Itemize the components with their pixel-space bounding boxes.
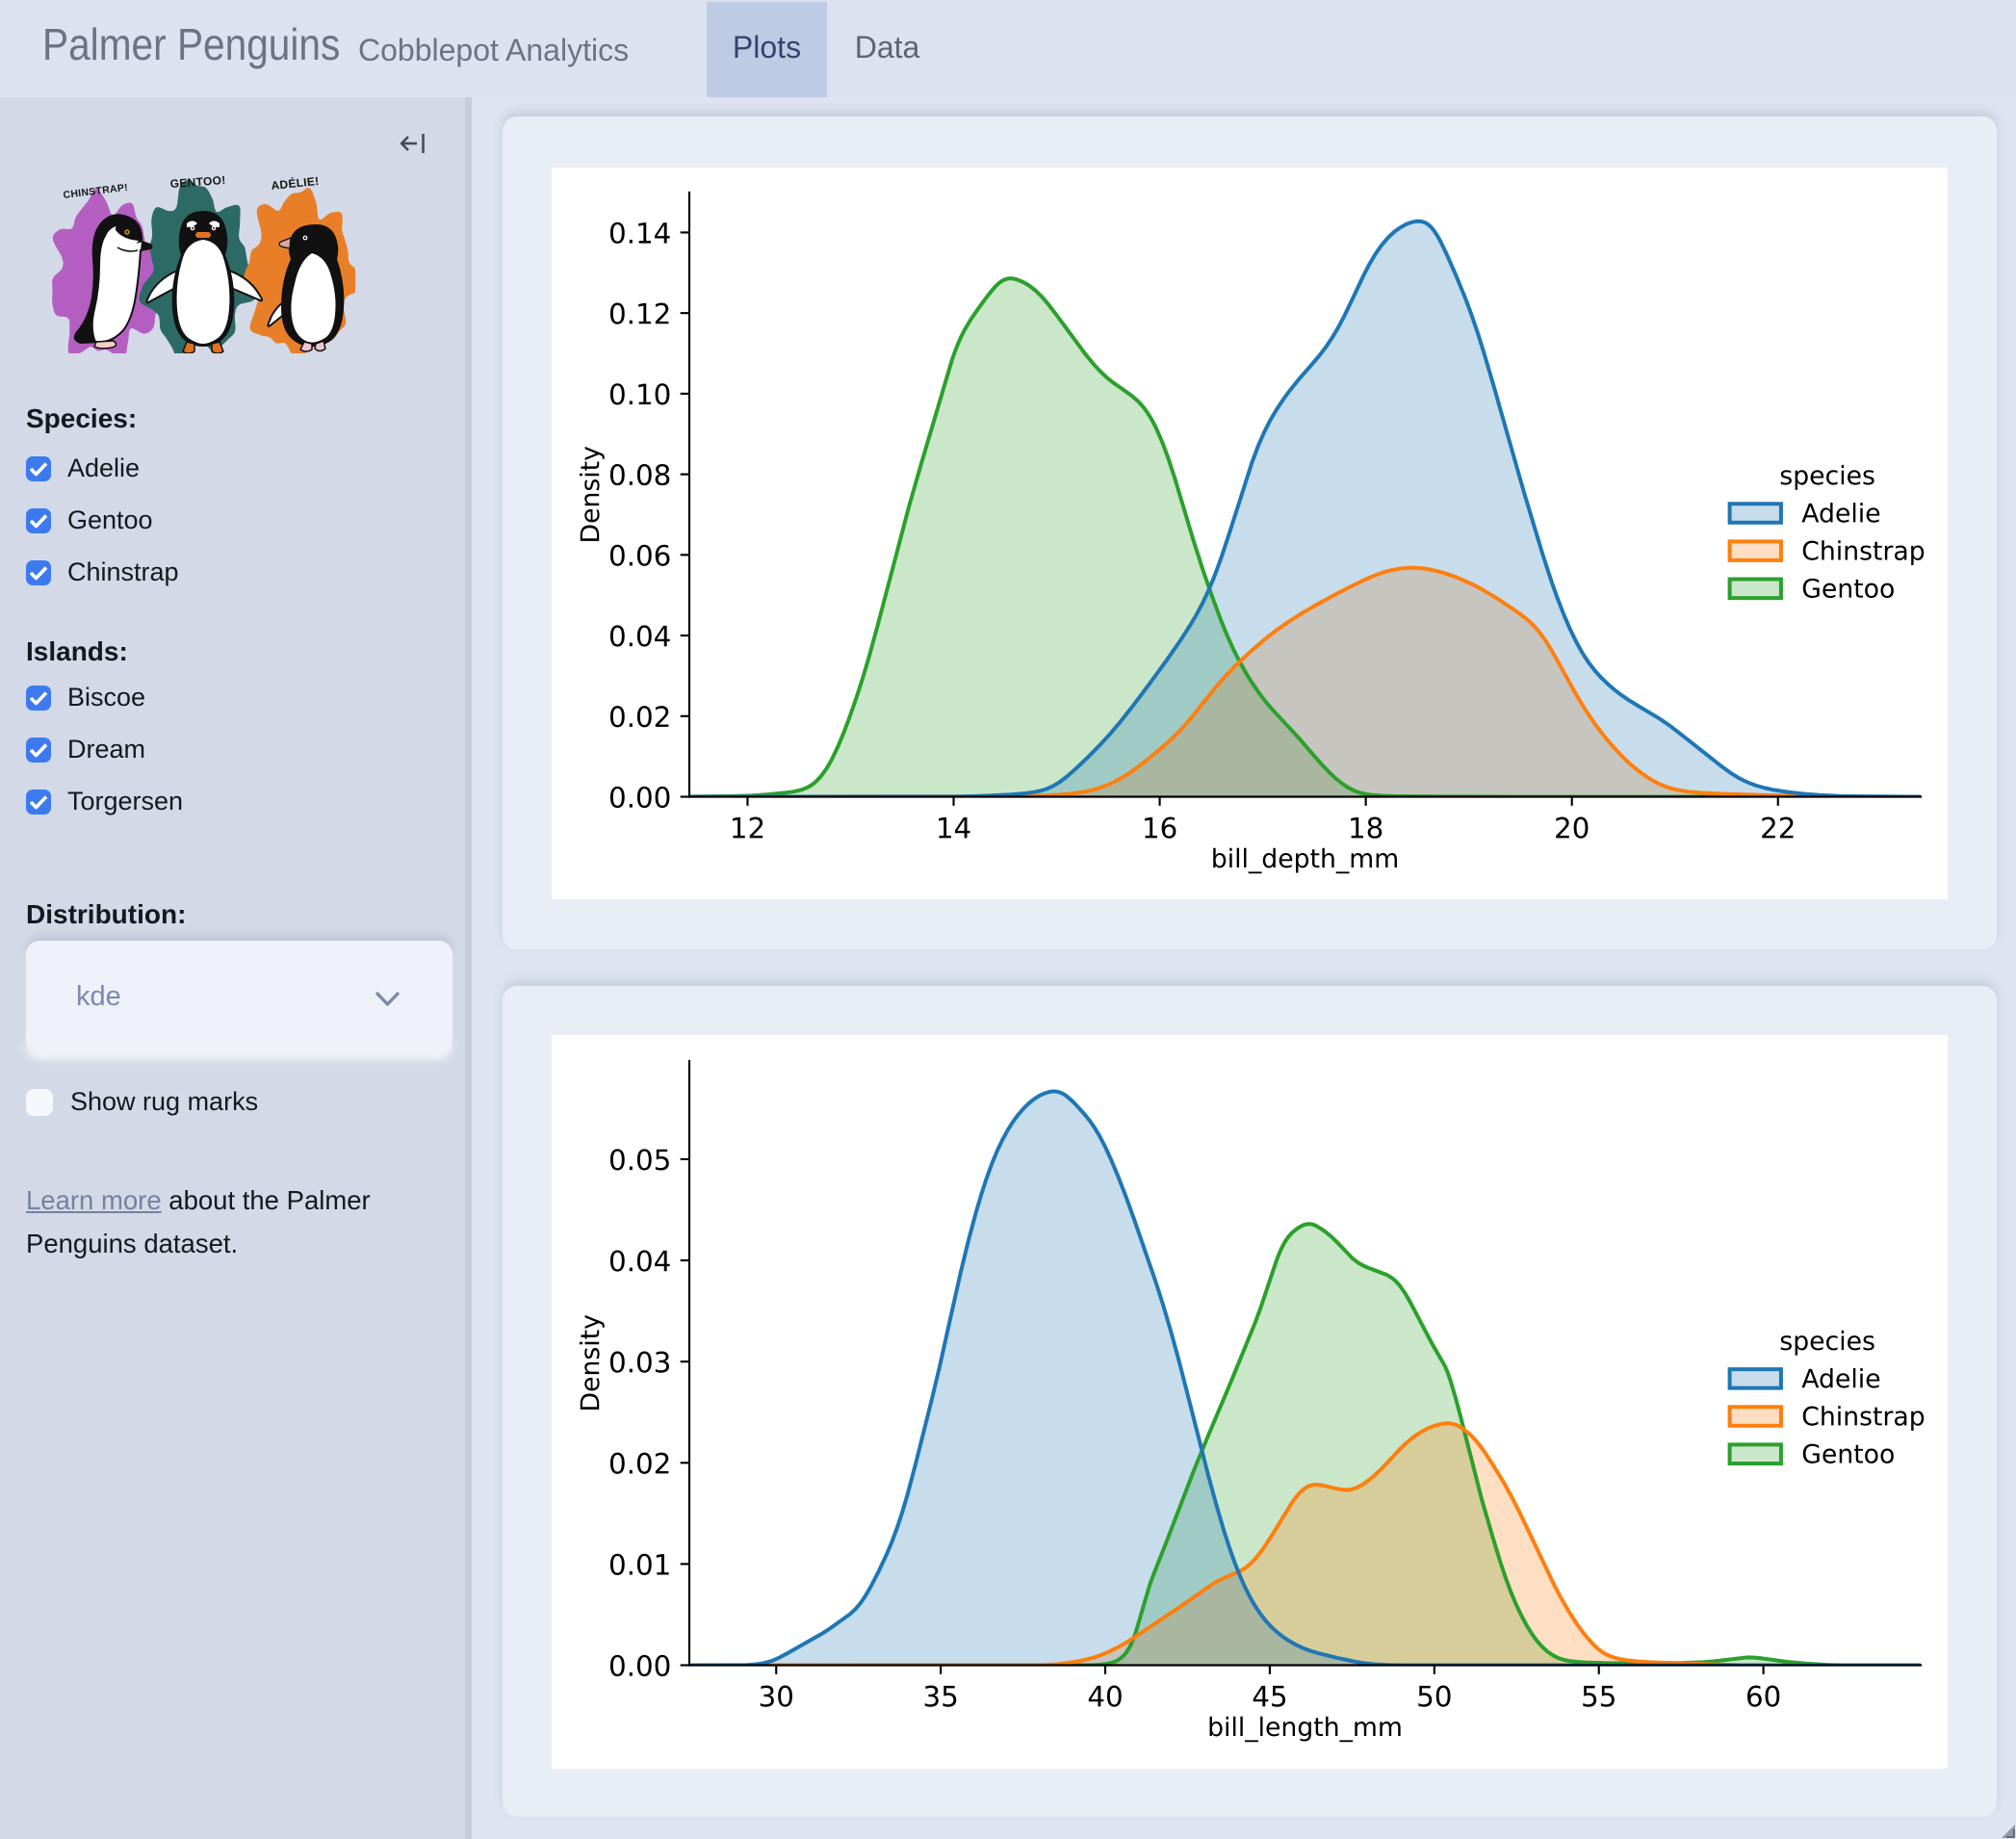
svg-text:ADÉLIE!: ADÉLIE! [271, 173, 320, 193]
svg-text:GENTOO!: GENTOO! [169, 173, 226, 191]
